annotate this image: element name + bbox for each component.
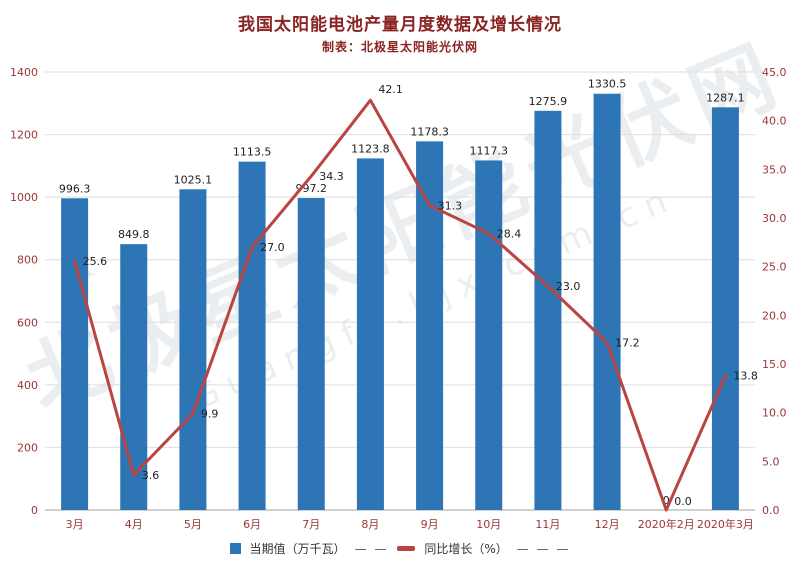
right-axis-tick-label: 20.0 (762, 309, 787, 322)
x-axis-label: 3月 (66, 518, 84, 531)
right-axis-tick-label: 0.0 (762, 504, 780, 517)
legend-bar-label: 当期值（万千瓦） (249, 542, 346, 556)
x-axis-label: 11月 (535, 518, 560, 531)
growth-point-label: 25.6 (83, 255, 108, 268)
right-axis-tick-label: 45.0 (762, 66, 787, 79)
growth-point-label: 42.1 (378, 83, 403, 96)
bar (416, 141, 444, 511)
growth-point-label: 13.8 (733, 370, 758, 383)
bar (297, 198, 325, 510)
x-axis-label: 7月 (302, 518, 320, 531)
left-axis-tick-label: 200 (17, 441, 38, 454)
chart-subtitle: 制表：北极星太阳能光伏网 (321, 40, 478, 54)
right-axis-tick-label: 5.0 (762, 455, 780, 468)
growth-line (73, 98, 727, 512)
legend: 当期值（万千瓦） — — 同比增长（%） — — — (0, 540, 800, 557)
growth-point-label: 17.2 (615, 337, 640, 350)
left-axis-tick-label: 1000 (10, 191, 38, 204)
x-axis-label: 2020年3月 (697, 517, 754, 531)
x-axis-label: 8月 (361, 518, 379, 531)
growth-point-label: 28.4 (497, 228, 522, 241)
x-axis-label: 6月 (243, 518, 261, 531)
bar (711, 107, 739, 511)
bar-value-label: 0 (663, 494, 670, 507)
left-axis-tick-label: 800 (17, 254, 38, 267)
bar-value-label: 1117.3 (470, 144, 509, 157)
x-axis-label: 9月 (421, 518, 439, 531)
left-axis-tick-label: 0 (31, 504, 38, 517)
left-axis-tick-label: 1400 (10, 66, 38, 79)
bar (179, 189, 207, 510)
chart-title: 我国太阳能电池产量月度数据及增长情况 (238, 15, 562, 35)
growth-point-label: 31.3 (438, 199, 463, 212)
bar-value-label: 849.8 (118, 228, 150, 241)
bar-value-label: 1123.8 (351, 142, 390, 155)
bar-value-label: 1287.1 (706, 91, 745, 104)
x-axis-label: 2020年2月 (638, 517, 695, 531)
bar (475, 160, 503, 511)
bar (238, 161, 266, 510)
legend-bar-dashes: — — (354, 541, 389, 556)
bar-value-label: 1275.9 (529, 95, 568, 108)
legend-line-swatch (397, 546, 416, 551)
right-axis-tick-label: 25.0 (762, 261, 787, 274)
left-axis-tick-label: 400 (17, 379, 38, 392)
right-axis-tick-label: 15.0 (762, 358, 787, 371)
growth-point-label: 34.3 (319, 170, 344, 183)
x-axis-label: 4月 (125, 518, 143, 531)
legend-line-dashes: — — — (516, 541, 571, 556)
right-axis-tick-label: 35.0 (762, 163, 787, 176)
bar-value-label: 1113.5 (233, 146, 272, 159)
bar-value-label: 996.3 (59, 182, 91, 195)
x-axis-label: 12月 (595, 518, 620, 531)
right-axis-tick-label: 30.0 (762, 212, 787, 225)
legend-line-label: 同比增长（%） (424, 542, 508, 556)
growth-point-label: 9.9 (201, 408, 219, 421)
x-axis-label: 5月 (184, 518, 202, 531)
growth-point-label: 0.0 (674, 495, 692, 508)
bar (593, 93, 621, 511)
right-axis-tick-label: 10.0 (762, 407, 787, 420)
right-axis-tick-label: 40.0 (762, 115, 787, 128)
bar-value-label: 1025.1 (174, 173, 213, 186)
left-axis-tick-label: 600 (17, 316, 38, 329)
legend-bar-swatch (229, 543, 241, 554)
bar-value-label: 1178.3 (410, 125, 449, 138)
bar (356, 158, 384, 511)
growth-point-label: 27.0 (260, 241, 285, 254)
bar-value-label: 1330.5 (588, 78, 627, 91)
bar (61, 198, 89, 511)
left-axis-tick-label: 1200 (10, 129, 38, 142)
growth-point-label: 23.0 (556, 280, 581, 293)
growth-point-label: 3.6 (142, 469, 160, 482)
bar (534, 110, 562, 511)
x-axis-label: 10月 (476, 518, 501, 531)
